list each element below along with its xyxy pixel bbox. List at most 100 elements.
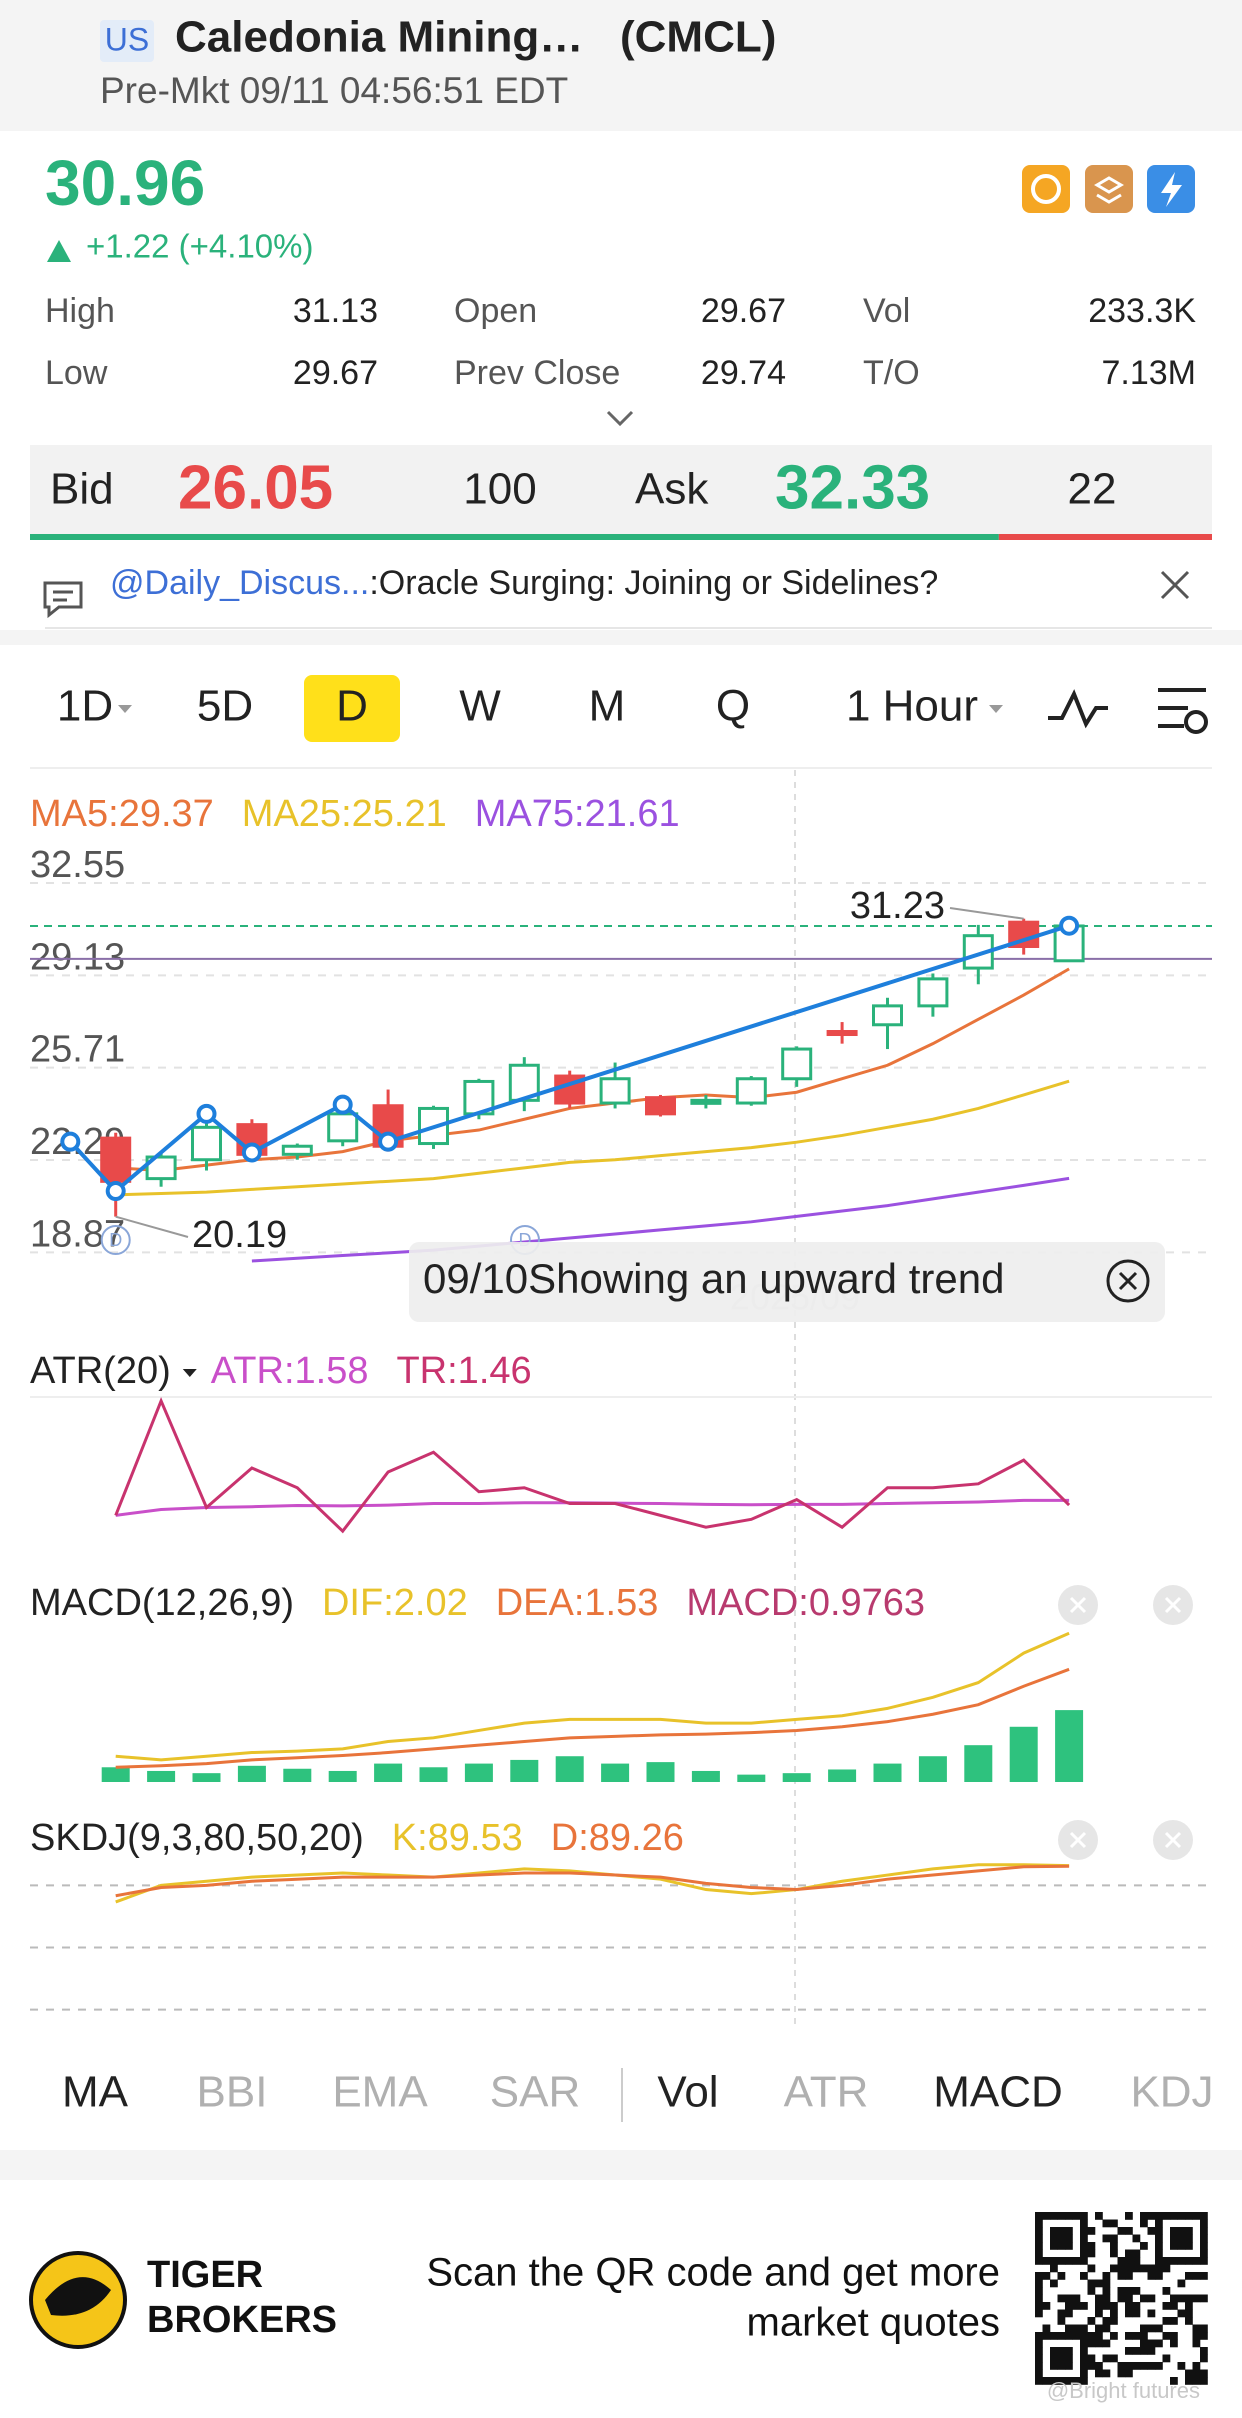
qr-module [1155,2219,1163,2228]
stat-value: 29.67 [293,354,378,392]
qr-module [1087,2249,1096,2258]
qr-module [1080,2324,1088,2333]
qr-module [1147,2362,1156,2370]
y-tick-label: 29.13 [30,936,125,978]
last-price: 30.96 [45,147,205,219]
qr-module [1132,2362,1141,2370]
qr-module [1035,2377,1043,2385]
section-gap [0,2150,1242,2180]
trend-point [378,1131,399,1152]
chart-style-icon[interactable] [1048,689,1108,729]
qr-module [1125,2264,1133,2273]
qr-module [1050,2332,1058,2340]
stock-name[interactable]: Caledonia Mining… [175,13,583,62]
qr-module [1035,2369,1043,2378]
indicator-tab[interactable]: Vol [657,2068,718,2117]
qr-module [1170,2332,1178,2340]
candle-body [690,1098,722,1105]
macd-bar [918,1756,947,1782]
brand-logo [45,2277,111,2316]
qr-module [1102,2287,1111,2295]
trend-point [332,1094,353,1115]
qr-module [1192,2212,1201,2220]
qr-module [1065,2227,1073,2235]
indicator-tab[interactable]: KDJ [1130,2068,1213,2117]
timeframe-tab[interactable]: Q [716,682,750,731]
qr-module [1080,2272,1088,2280]
qr-module [1170,2227,1178,2235]
qr-module [1125,2294,1133,2303]
qr-module [1185,2212,1193,2220]
indicator-tab[interactable]: BBI [197,2068,268,2117]
stat-value: 29.74 [701,354,786,392]
qr-module [1140,2264,1148,2273]
header-bg [0,0,1242,131]
tooltip-message: Showing an upward trend [528,1255,1004,1302]
candle-body [645,1096,676,1116]
news-close[interactable] [1160,570,1190,600]
timeframe-tab[interactable]: W [459,682,501,731]
qr-module [1080,2219,1088,2228]
qr-module [1065,2362,1073,2370]
qr-module [1147,2347,1156,2355]
event-marker [100,1225,131,1255]
macd-bar [328,1770,357,1782]
qr-module [1035,2234,1043,2243]
candle-body [100,1136,132,1183]
qr-module [1087,2227,1096,2235]
qr-module [1147,2227,1156,2235]
event-marker-label: D [109,1230,122,1250]
qr-module [1042,2332,1051,2340]
qr-module [1110,2234,1118,2243]
qr-module [1192,2257,1201,2265]
qr-module [1065,2212,1073,2220]
low-label: 20.19 [192,1214,287,1256]
indicator-tab[interactable]: MA [62,2068,129,2117]
dropdown-arrow [118,705,132,713]
qr-module [1192,2294,1201,2303]
qr-module [1192,2362,1201,2370]
qr-module [1087,2332,1096,2340]
qr-module [1177,2242,1186,2250]
qr-module [1162,2287,1171,2295]
news-icon [43,581,83,619]
qr-module [1140,2219,1148,2228]
indicator-tab[interactable]: MACD [933,2068,1063,2117]
stat-value: 7.13M [1102,354,1197,392]
indicator-tab[interactable]: EMA [332,2068,428,2117]
timeframe-tab[interactable]: 1 Hour [846,682,978,731]
ask-price: 32.33 [775,453,930,522]
qr-module [1117,2227,1126,2235]
icon-glyph [1094,176,1124,204]
icon-dollar[interactable] [1022,165,1070,213]
qr-module [1155,2324,1163,2333]
settings-icon[interactable] [1158,688,1206,728]
qr-module [1065,2294,1073,2303]
legend-entry: D:89.26 [551,1817,684,1859]
qr-module [1125,2309,1133,2318]
tooltip-close[interactable] [1106,1259,1150,1303]
tooltip [409,1242,1165,1322]
qr-module [1057,2272,1066,2280]
indicator-tab[interactable]: SAR [490,2068,580,2117]
legend-entry: MA5:29.37 [30,793,214,835]
qr-module [1042,2257,1051,2265]
qr-module [1042,2302,1051,2310]
qr-module [1042,2324,1051,2333]
qr-module [1200,2212,1208,2220]
macd-bar [419,1767,448,1782]
qr-module [1155,2249,1163,2258]
news[interactable]: @Daily_Discus...:Oracle Surging: Joining… [110,564,938,602]
qr-module [1102,2324,1111,2333]
qr-module [1057,2332,1066,2340]
indicator-tab[interactable]: ATR [784,2068,869,2117]
timeframe-tab[interactable]: 5D [197,682,253,731]
qr-module [1177,2212,1186,2220]
icon-layers[interactable] [1085,165,1133,213]
qr-module [1132,2309,1141,2318]
timeframe-tab[interactable]: M [589,682,626,731]
timeframe-tab[interactable]: 1D [57,682,113,731]
expand-chevron[interactable] [606,410,634,427]
timeframe-tab[interactable]: D [336,682,368,731]
qr-module [1177,2279,1186,2288]
